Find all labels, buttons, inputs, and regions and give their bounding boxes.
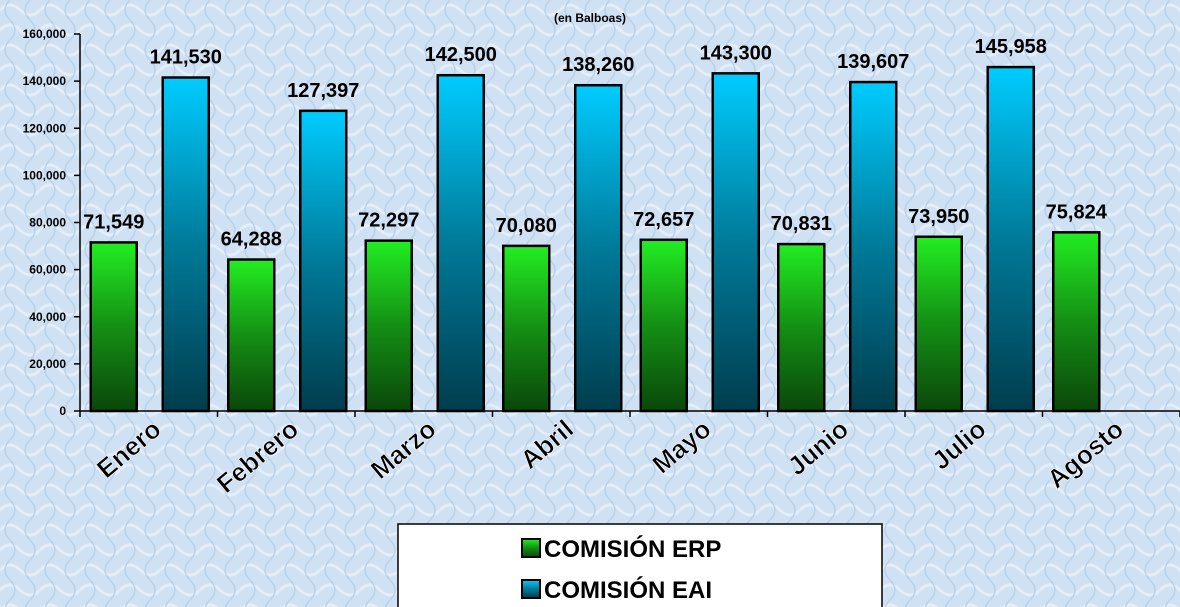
legend-swatch [521, 538, 541, 558]
y-tick-label: 140,000 [23, 74, 67, 88]
legend-label: COMISIÓN EAI [544, 576, 712, 604]
legend-swatch [521, 579, 541, 599]
bar [299, 109, 348, 413]
data-label: 71,549 [83, 211, 144, 233]
data-label: 142,500 [425, 44, 497, 66]
bar [914, 235, 963, 413]
bar [227, 258, 276, 413]
data-label: 70,080 [496, 215, 557, 237]
y-tick-label: 60,000 [29, 263, 66, 277]
legend: COMISIÓN ERP COMISIÓN EAI [521, 535, 721, 604]
data-label: 145,958 [975, 36, 1047, 58]
y-tick-label: 0 [59, 404, 66, 418]
data-label: 64,288 [221, 229, 282, 251]
data-label: 138,260 [562, 54, 634, 76]
legend-label: COMISIÓN ERP [544, 535, 721, 563]
y-tick-label: 40,000 [29, 310, 66, 324]
data-label: 72,297 [358, 210, 419, 232]
y-tick-label: 160,000 [23, 27, 67, 41]
data-label: 73,950 [908, 206, 969, 228]
bar [639, 238, 688, 413]
data-label: 127,397 [287, 80, 359, 102]
data-label: 75,824 [1046, 201, 1108, 223]
bar [364, 239, 413, 413]
bar [777, 242, 826, 413]
y-tick-label: 100,000 [23, 168, 67, 182]
y-tick-label: 120,000 [23, 121, 67, 135]
bar [849, 80, 898, 413]
data-label: 143,300 [700, 42, 772, 64]
data-label: 72,657 [633, 209, 694, 231]
data-label: 141,530 [150, 47, 222, 69]
bar [1052, 231, 1101, 413]
bar [711, 72, 760, 413]
y-tick-label: 20,000 [29, 357, 66, 371]
legend-box [397, 523, 883, 607]
data-label: 70,831 [771, 213, 832, 235]
chart-subtitle: (en Balboas) [554, 11, 626, 25]
bar [89, 241, 138, 413]
bar [161, 76, 210, 413]
bar [574, 83, 623, 413]
bar [436, 73, 485, 413]
bar [502, 244, 551, 413]
y-tick-label: 80,000 [29, 216, 66, 230]
bar [986, 65, 1035, 413]
data-label: 139,607 [837, 51, 909, 73]
